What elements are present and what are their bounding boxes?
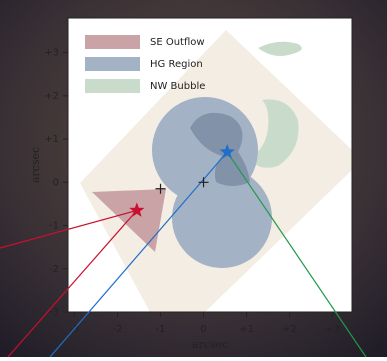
x-tick-label: -1 [156, 324, 166, 335]
legend-label: NW Bubble [150, 81, 205, 92]
y-axis-label: arcsec [29, 147, 42, 183]
legend-swatch [85, 35, 140, 49]
legend-label: SE Outflow [150, 37, 205, 48]
y-tick-label: +2 [44, 91, 59, 102]
legend-swatch [85, 79, 140, 93]
y-tick-label: +1 [44, 134, 59, 145]
legend-swatch [85, 57, 140, 71]
page: arcsec arcsec -3-2-10+1+2+3-3-2-10+1+2+3… [0, 0, 387, 357]
x-tick-label: -2 [112, 324, 122, 335]
y-tick-label: -2 [49, 264, 59, 275]
x-tick-label: 0 [200, 324, 206, 335]
x-tick-label: +2 [282, 324, 297, 335]
y-tick-label: -1 [49, 221, 59, 232]
x-tick-label: +3 [325, 324, 340, 335]
y-tick-label: +3 [44, 48, 59, 59]
figure: arcsec arcsec -3-2-10+1+2+3-3-2-10+1+2+3… [0, 0, 387, 357]
y-tick-label: 0 [53, 177, 59, 188]
x-axis-label: arcsec [192, 338, 228, 351]
x-tick-label: +1 [239, 324, 254, 335]
legend-label: HG Region [150, 59, 203, 70]
